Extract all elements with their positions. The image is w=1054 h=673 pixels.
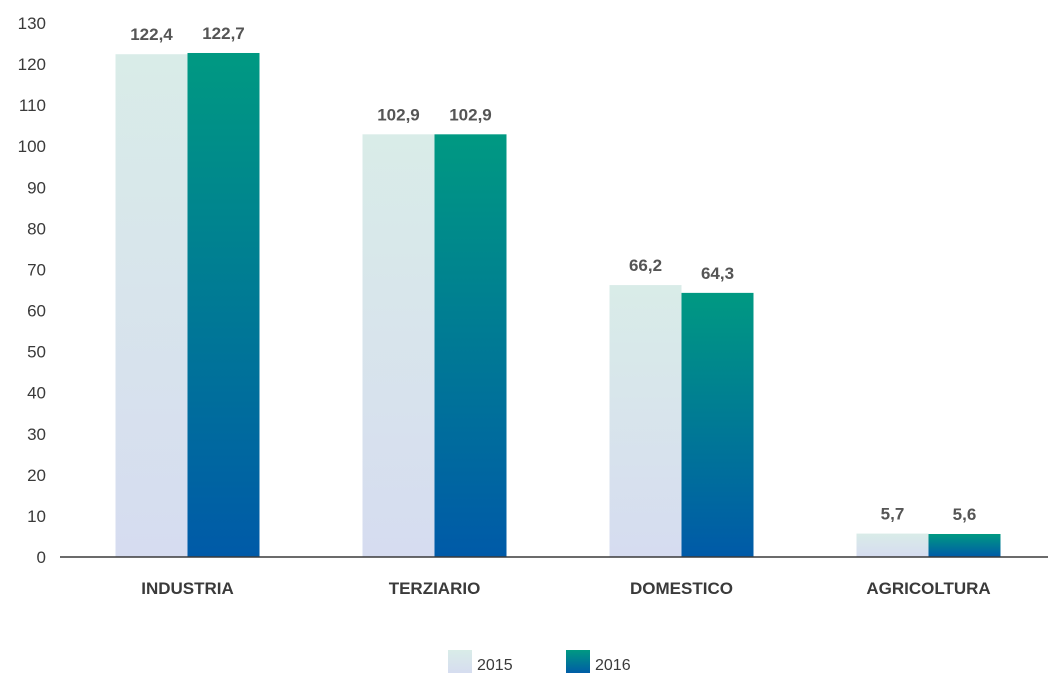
y-tick-label: 120 xyxy=(18,55,46,74)
x-category-label: TERZIARIO xyxy=(389,579,481,598)
bars-group: 122,4 122,7 102,9 102,9 66,2 64,3 5,7 5,6 xyxy=(115,24,1001,558)
x-category-label: DOMESTICO xyxy=(630,579,733,598)
y-axis: 0 10 20 30 40 50 60 70 80 90 100 110 120 130 xyxy=(18,14,46,567)
bar-2015-domestico xyxy=(609,285,682,557)
data-label: 122,4 xyxy=(130,25,173,44)
data-label: 5,7 xyxy=(881,505,905,524)
y-tick-label: 70 xyxy=(27,260,46,279)
legend-swatch-2016 xyxy=(566,650,590,673)
legend: 2015 2016 xyxy=(448,650,631,673)
bar-2015-industria xyxy=(115,54,188,558)
y-tick-label: 50 xyxy=(27,343,46,362)
bar-2016-domestico xyxy=(681,292,754,557)
data-label: 64,3 xyxy=(701,264,734,283)
y-tick-label: 130 xyxy=(18,14,46,33)
category-labels: INDUSTRIA TERZIARIO DOMESTICO AGRICOLTURA xyxy=(141,579,990,598)
data-label: 122,7 xyxy=(202,24,245,43)
data-label: 5,6 xyxy=(953,505,977,524)
x-category-label: INDUSTRIA xyxy=(141,579,234,598)
bar-2016-industria xyxy=(187,52,260,558)
y-tick-label: 100 xyxy=(18,137,46,156)
y-tick-label: 0 xyxy=(37,548,46,567)
bar-2015-terziario xyxy=(362,134,435,557)
legend-swatch-2015 xyxy=(448,650,472,673)
data-label: 102,9 xyxy=(377,105,420,124)
legend-label: 2015 xyxy=(477,657,513,673)
y-tick-label: 30 xyxy=(27,425,46,444)
y-tick-label: 90 xyxy=(27,178,46,197)
bar-2016-agricoltura xyxy=(928,533,1001,557)
y-tick-label: 40 xyxy=(27,384,46,403)
x-category-label: AGRICOLTURA xyxy=(866,579,990,598)
legend-label: 2016 xyxy=(595,657,631,673)
y-tick-label: 60 xyxy=(27,302,46,321)
bar-2016-terziario xyxy=(434,134,507,557)
y-tick-label: 80 xyxy=(27,219,46,238)
y-tick-label: 10 xyxy=(27,507,46,526)
y-tick-label: 20 xyxy=(27,466,46,485)
y-tick-label: 110 xyxy=(19,96,46,115)
data-label: 102,9 xyxy=(449,105,492,124)
bar-2015-agricoltura xyxy=(856,533,929,557)
data-label: 66,2 xyxy=(629,256,662,275)
